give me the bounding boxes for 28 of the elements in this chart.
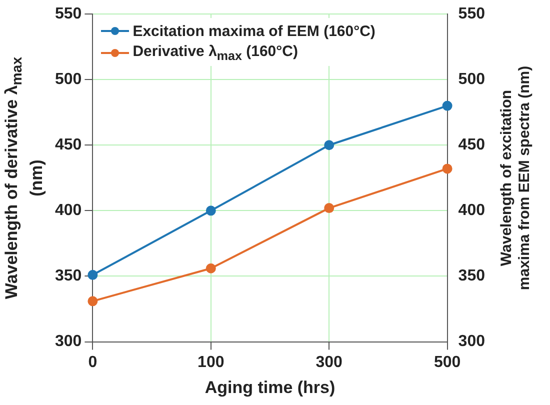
point — [206, 263, 216, 274]
y-tick-label: 300 — [54, 333, 82, 350]
x-tick-label: 300 — [316, 354, 343, 371]
point — [324, 203, 334, 214]
point — [324, 140, 334, 150]
legend-label: Derivative λ$_{max}$ (160°C) — [132, 43, 298, 63]
y-tick-label: 400 — [54, 202, 82, 220]
point — [88, 270, 98, 280]
y-tick-label: 550 — [54, 5, 82, 22]
x-axis-title: Aging time (hrs) — [204, 378, 336, 398]
y-tick-label: 350 — [54, 268, 82, 285]
y2-tick-label: 400 — [458, 202, 486, 220]
point — [206, 206, 216, 216]
y-tick-label: 450 — [54, 136, 82, 154]
y2-tick-label: 550 — [458, 5, 486, 22]
legend-label: Excitation maxima of EEM (160°C) — [132, 22, 376, 40]
x-tick-label: 500 — [434, 354, 461, 371]
y2-tick-label: 300 — [458, 333, 486, 350]
point — [442, 100, 452, 111]
point — [442, 164, 452, 174]
x-tick-label: 100 — [198, 354, 224, 371]
y2-tick-label: 350 — [458, 268, 486, 285]
y-tick-label: 500 — [54, 70, 82, 88]
y2-tick-label: 500 — [458, 70, 486, 88]
y2-tick-label: 450 — [458, 136, 486, 154]
point — [88, 296, 98, 306]
x-tick-label: 0 — [88, 354, 98, 371]
y2-axis-title: Wavelength of excitation maxima from EEM spectra (nm) — [498, 64, 534, 292]
